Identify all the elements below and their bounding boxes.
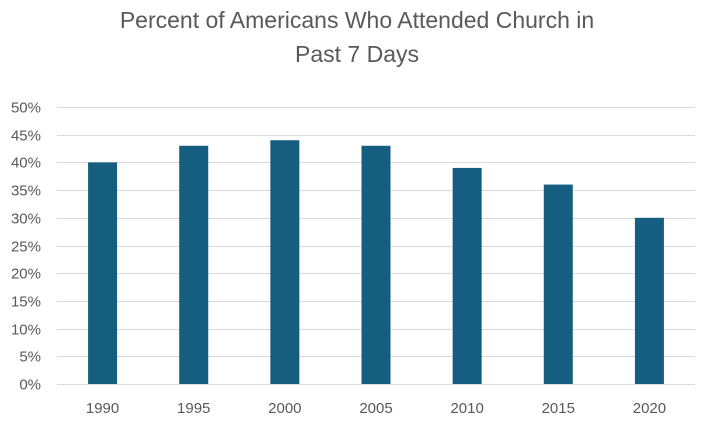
y-axis-tick-labels: 0% 5% 10% 15% 20% 25% 30% 35% 40% 45% 50% — [11, 100, 41, 394]
bar-2010 — [452, 167, 482, 384]
bar-2000 — [270, 140, 300, 384]
y-tick-label: 15% — [11, 294, 41, 311]
y-tick-label: 45% — [11, 128, 41, 145]
y-tick-label: 40% — [11, 155, 41, 172]
x-tick-label: 2010 — [450, 400, 483, 417]
y-tick-label: 25% — [11, 239, 41, 256]
x-tick-label: 2005 — [359, 400, 392, 417]
x-tick-label: 2015 — [542, 400, 575, 417]
x-tick-label: 2020 — [633, 400, 666, 417]
bar-1990 — [88, 162, 118, 384]
bar-2005 — [361, 145, 391, 384]
x-axis-tick-labels: 1990 1995 2000 2005 2010 2015 2020 — [86, 400, 666, 417]
chart-title: Percent of Americans Who Attended Church… — [57, 3, 657, 71]
bar-2015 — [543, 184, 573, 384]
y-tick-label: 10% — [11, 322, 41, 339]
y-tick-label: 50% — [11, 100, 41, 117]
y-tick-label: 20% — [11, 266, 41, 283]
y-tick-label: 5% — [19, 349, 41, 366]
y-tick-label: 35% — [11, 183, 41, 200]
y-tick-label: 30% — [11, 211, 41, 228]
x-tick-label: 1990 — [86, 400, 119, 417]
bar-1995 — [179, 145, 209, 384]
bar-2020 — [634, 217, 664, 384]
chart-title-line-1: Percent of Americans Who Attended Church… — [119, 7, 595, 33]
x-tick-label: 2000 — [268, 400, 301, 417]
x-tick-label: 1995 — [177, 400, 210, 417]
bars — [88, 140, 664, 384]
y-tick-label: 0% — [19, 377, 41, 394]
chart-title-line-2: Past 7 Days — [295, 41, 419, 67]
